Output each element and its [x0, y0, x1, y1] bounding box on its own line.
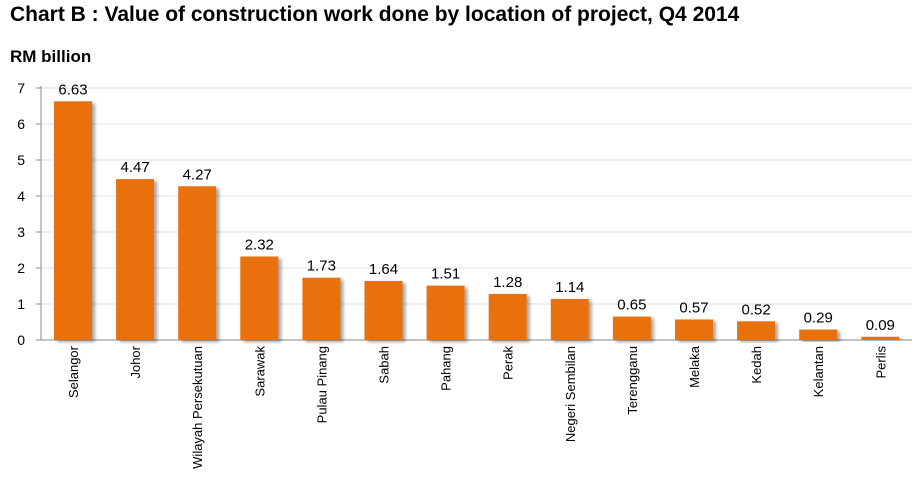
bar-value-label: 1.14 — [555, 279, 584, 296]
x-category-label: Johor — [128, 345, 143, 378]
x-category-label: Perak — [501, 346, 516, 380]
bar-value-label: 0.29 — [804, 310, 833, 327]
bar-value-label: 0.09 — [866, 317, 895, 334]
bars — [54, 101, 900, 340]
gridlines — [41, 87, 912, 305]
y-tick-label: 2 — [17, 260, 25, 276]
bar — [116, 179, 155, 340]
x-category-label: Kelantan — [811, 346, 826, 397]
x-category-label: Terengganu — [625, 346, 640, 415]
bar-value-label: 4.47 — [120, 159, 149, 176]
bar-value-label: 1.51 — [431, 266, 460, 283]
bar — [799, 329, 838, 340]
x-category-label: Pulau Pinang — [314, 346, 329, 423]
y-tick-label: 7 — [17, 80, 25, 96]
bar-value-label: 0.52 — [741, 301, 770, 318]
bar — [426, 285, 465, 340]
y-axis-unit-label: RM billion — [10, 47, 92, 66]
bar-value-label: 1.73 — [307, 258, 336, 275]
bar — [302, 277, 341, 340]
x-category-label: Selangor — [66, 345, 81, 398]
bar-value-label: 1.64 — [369, 261, 398, 278]
bar-value-label: 0.57 — [679, 299, 708, 316]
labels: 6.63 Selangor 4.47 Johor 4.27 Wilayah Perseku… — [58, 81, 895, 469]
bar — [178, 186, 217, 340]
bar — [861, 336, 900, 340]
bar — [54, 101, 92, 340]
bar-value-label: 6.63 — [58, 81, 87, 98]
y-tick-label: 6 — [17, 116, 25, 132]
bar-value-label: 1.28 — [493, 274, 522, 291]
y-tick-label: 0 — [17, 332, 25, 348]
x-category-label: Wilayah Persekutuan — [190, 346, 205, 469]
y-tick-label: 4 — [17, 188, 25, 204]
bar-value-label: 2.32 — [245, 236, 274, 253]
bar — [550, 298, 589, 340]
y-tick-label: 3 — [17, 224, 25, 240]
x-category-label: Sabah — [377, 346, 392, 384]
chart-title: Chart B : Value of construction work don… — [10, 3, 740, 26]
y-tick-label: 5 — [17, 152, 25, 168]
x-category-label: Pahang — [439, 346, 454, 391]
x-category-label: Kedah — [749, 346, 764, 384]
bar — [737, 321, 776, 340]
bar — [675, 319, 713, 340]
x-category-label: Melaka — [687, 345, 702, 388]
bar — [240, 256, 279, 340]
bar-value-label: 4.27 — [183, 166, 212, 183]
x-category-label: Perlis — [873, 346, 888, 379]
bar-value-label: 0.65 — [617, 297, 646, 314]
bar — [488, 293, 527, 340]
bar — [612, 316, 651, 340]
y-tick-label: 1 — [17, 296, 25, 312]
bar — [364, 280, 403, 340]
x-category-label: Negeri Sembilan — [563, 346, 578, 442]
x-category-label: Sarawak — [252, 346, 267, 397]
